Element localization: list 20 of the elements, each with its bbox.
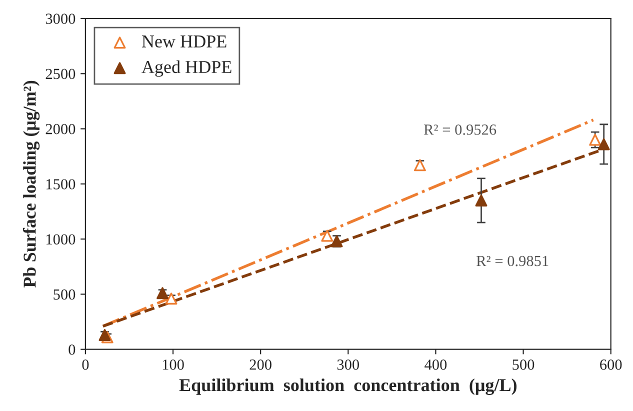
x-tick-label: 200 [250,360,272,370]
y-tick-label: 2500 [46,68,76,80]
x-axis-title: Equilibrium solution concentration (μg/L) [179,378,516,395]
y-tick-label: 3000 [46,14,76,24]
y-tick-label: 500 [54,289,76,300]
x-tick-label: 400 [424,360,447,370]
x-tick-label: 600 [600,360,622,370]
x-tick-label: 0 [82,360,89,370]
x-tick-label: 100 [162,360,184,370]
y-tick-label: 1000 [46,234,76,245]
y-tick-label: 2000 [46,124,76,134]
annotation: R² = 0.9526 [424,124,496,135]
annotation: R² = 0.9851 [476,256,548,266]
y-tick-label: 0 [68,344,76,355]
y-tick-label: 1500 [46,179,76,190]
legend-label: New HDPE [142,36,226,48]
y-axis-title: Pb Surface loading (μg/m²) [22,80,40,288]
x-tick-label: 300 [337,360,360,370]
legend-label: Aged HDPE [142,60,232,77]
x-tick-label: 500 [512,360,534,370]
